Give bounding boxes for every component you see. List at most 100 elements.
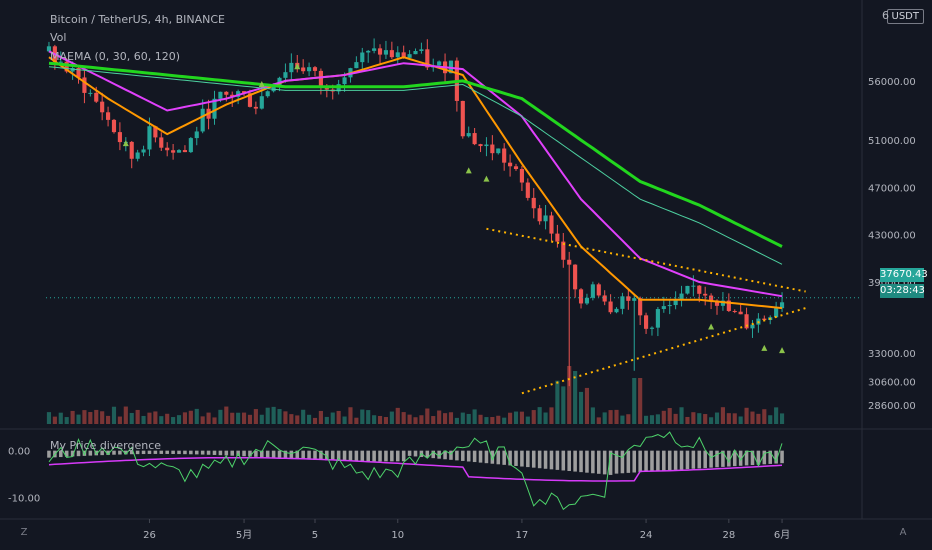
volume-bar (236, 412, 241, 424)
osc-histogram-bar (461, 450, 465, 461)
candle-body (106, 112, 111, 120)
osc-histogram-bar (543, 450, 548, 469)
volume-bar (100, 411, 105, 424)
volume-bar (525, 416, 530, 424)
candle-body (366, 50, 371, 53)
volume-bar (425, 408, 430, 424)
volume-bar (691, 412, 696, 424)
osc-histogram-bar (762, 450, 767, 465)
volume-bar (720, 407, 725, 424)
candle-body (289, 62, 294, 73)
candle-body (478, 144, 483, 147)
candle-body (490, 144, 495, 154)
volume-bar (301, 409, 306, 424)
candle-body (147, 126, 152, 150)
candle-body (111, 119, 117, 133)
volume-bar (111, 406, 117, 424)
osc-histogram-bar (384, 450, 388, 462)
osc-histogram-bar (472, 450, 477, 463)
osc-signal-line (48, 456, 783, 482)
volume-bar (655, 414, 660, 424)
osc-histogram-bar (573, 450, 577, 472)
candle-body (318, 70, 323, 87)
x-tick-label: 28 (722, 530, 735, 541)
candle-body (253, 106, 258, 109)
candle-body (549, 215, 554, 234)
osc-histogram-bar (153, 450, 158, 454)
volume-bar (679, 407, 684, 424)
candle-body (46, 46, 52, 52)
osc-histogram-bar (685, 450, 690, 470)
candle-body (259, 96, 264, 109)
volume-bar (141, 415, 146, 424)
volume-bar (413, 417, 418, 424)
x-tick-label: 17 (516, 530, 529, 541)
osc-histogram-bar (738, 450, 743, 466)
volume-bar (271, 406, 276, 424)
candle-body (643, 315, 649, 329)
osc-histogram-bar (520, 450, 524, 467)
osc-histogram-bar (366, 450, 370, 462)
oscillator-title: My Price divergence (50, 439, 162, 452)
candle-body (472, 133, 477, 145)
candle-body (732, 311, 737, 313)
volume-bar (738, 416, 743, 424)
candle-body (395, 52, 400, 58)
osc-histogram-bar (141, 450, 146, 455)
osc-histogram-bar (248, 450, 252, 457)
candle-body (567, 259, 572, 265)
candle-body (720, 300, 725, 306)
volume-bar (129, 412, 134, 424)
candle-body (620, 296, 625, 309)
volume-bar (218, 409, 223, 424)
osc-histogram-bar (656, 450, 660, 472)
osc-histogram-bar (82, 450, 87, 456)
osc-histogram-bar (401, 450, 406, 462)
osc-histogram-bar (727, 450, 731, 467)
candle-body (129, 141, 134, 159)
candle-body (602, 295, 607, 302)
osc-histogram-bar (64, 450, 69, 457)
volume-bar (318, 410, 323, 424)
volume-bar (46, 412, 52, 424)
osc-histogram-bar (638, 450, 642, 473)
candle-body (460, 100, 465, 137)
volume-bar (762, 409, 767, 424)
volume-bar (519, 411, 524, 424)
volume-bar (431, 416, 436, 424)
volume-bar (377, 415, 383, 424)
candle-body (614, 308, 619, 313)
candle-body (679, 293, 684, 299)
candle-body (165, 147, 170, 151)
candle-body (236, 91, 241, 97)
auto-scale-icon[interactable]: A (899, 527, 907, 538)
candle-body (141, 149, 146, 153)
volume-bar (573, 370, 578, 424)
candle-body (218, 91, 223, 99)
buy-signal-marker (294, 63, 301, 70)
volume-bar (241, 412, 247, 424)
candle-body (212, 98, 217, 119)
candle-body (596, 284, 601, 296)
osc-histogram-bar (307, 450, 311, 460)
volume-bar (194, 408, 199, 424)
volume-bar (165, 413, 170, 424)
volume-bar (442, 413, 448, 424)
osc-histogram-bar (360, 450, 365, 462)
volume-bar (513, 411, 519, 424)
zoom-icon[interactable]: Z (20, 527, 28, 538)
candle-body (774, 308, 779, 318)
currency-button[interactable]: USDT (886, 9, 924, 24)
candle-body (413, 50, 418, 55)
volume-bar (58, 412, 63, 424)
volume-bar (484, 417, 489, 424)
volume-bar (673, 413, 678, 424)
x-tick-label: 5 (312, 530, 318, 541)
candle-body (466, 133, 471, 137)
osc-histogram-bar (537, 450, 542, 469)
volume-bar (596, 417, 601, 424)
osc-histogram-bar (59, 450, 63, 458)
candle-body (153, 126, 158, 138)
candle-body (537, 208, 542, 222)
